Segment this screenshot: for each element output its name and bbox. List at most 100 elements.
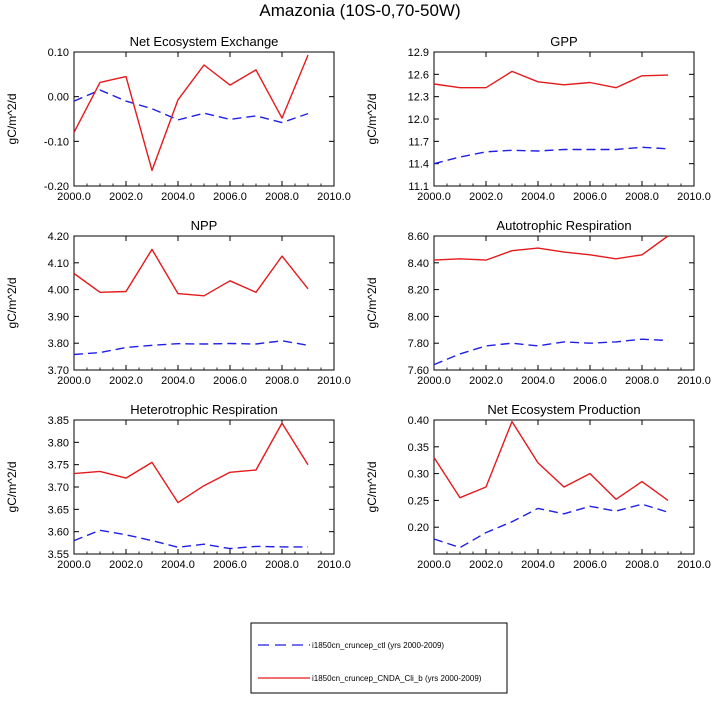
y-tick-label-gpp: 11.4 (408, 159, 429, 171)
y-tick-label-gpp: 12.3 (408, 92, 429, 104)
series-line-cnda-autotrophic-respiration (433, 235, 669, 261)
y-tick-label-net-ecosystem-exchange: 0.00 (48, 92, 69, 104)
y-tick-label-heterotrophic-respiration: 3.70 (48, 482, 69, 494)
y-tick-label-gpp: 12.9 (408, 47, 429, 59)
panel-heterotrophic-respiration: Heterotrophic Respiration gC/m^2/d 2000.0 2… (5, 402, 351, 571)
y-tick-label-net-ecosystem-production: 0.30 (408, 469, 429, 481)
y-tick-label-npp: 3.70 (48, 365, 69, 377)
y-tick-label-heterotrophic-respiration: 3.65 (48, 504, 69, 516)
y-tick-label-net-ecosystem-exchange: -0.20 (44, 181, 69, 193)
x-tick-label-gpp: 2006.0 (573, 191, 607, 203)
y-tick-label-heterotrophic-respiration: 3.55 (48, 549, 69, 561)
series-line-cnda-heterotrophic-respiration (73, 422, 309, 504)
x-tick-label-heterotrophic-respiration: 2000.0 (57, 559, 91, 571)
panel-title-autotrophic-respiration: Autotrophic Respiration (496, 218, 631, 233)
y-tick-label-npp: 3.80 (48, 338, 69, 350)
series-line-cnda-net-ecosystem-production (433, 420, 669, 501)
x-tick-label-net-ecosystem-exchange: 2008.0 (265, 191, 299, 203)
x-tick-label-net-ecosystem-production: 2004.0 (521, 559, 555, 571)
series-line-ctl-npp (73, 340, 309, 356)
legend-box (250, 622, 508, 694)
panel-title-gpp: GPP (550, 34, 577, 49)
series-line-ctl-net-ecosystem-exchange (73, 89, 309, 124)
y-tick-label-npp: 4.10 (48, 258, 69, 270)
x-tick-label-npp: 2010.0 (317, 375, 351, 387)
x-tick-label-net-ecosystem-exchange: 2006.0 (213, 191, 247, 203)
x-tick-label-npp: 2002.0 (109, 375, 143, 387)
y-tick-label-heterotrophic-respiration: 3.85 (48, 415, 69, 427)
y-tick-label-net-ecosystem-production: 0.40 (408, 415, 429, 427)
x-tick-label-net-ecosystem-exchange: 2002.0 (109, 191, 143, 203)
plot-frame-net-ecosystem-exchange (73, 51, 335, 187)
series-line-ctl-gpp (433, 146, 669, 165)
series-line-ctl-autotrophic-respiration (433, 338, 669, 366)
y-tick-label-net-ecosystem-exchange: -0.10 (44, 136, 69, 148)
legend-label-ctl: i1850cn_cruncep_ctl (yrs 2000-2009) (312, 641, 444, 650)
x-tick-label-gpp: 2000.0 (417, 191, 451, 203)
x-tick-label-autotrophic-respiration: 2004.0 (521, 375, 555, 387)
x-tick-label-heterotrophic-respiration: 2004.0 (161, 559, 195, 571)
x-tick-label-autotrophic-respiration: 2006.0 (573, 375, 607, 387)
x-tick-label-heterotrophic-respiration: 2006.0 (213, 559, 247, 571)
y-tick-label-autotrophic-respiration: 8.00 (408, 311, 429, 323)
x-tick-label-autotrophic-respiration: 2002.0 (469, 375, 503, 387)
x-tick-label-npp: 2000.0 (57, 375, 91, 387)
y-tick-label-net-ecosystem-production: 0.25 (408, 495, 429, 507)
y-tick-label-net-ecosystem-exchange: 0.10 (48, 47, 69, 59)
x-tick-label-net-ecosystem-exchange: 2010.0 (317, 191, 351, 203)
y-tick-label-gpp: 12.6 (408, 69, 429, 81)
panel-title-npp: NPP (191, 218, 218, 233)
x-tick-label-net-ecosystem-production: 2002.0 (469, 559, 503, 571)
panel-net-ecosystem-production: Net Ecosystem Production gC/m^2/d 2000.0 20… (365, 402, 711, 571)
x-tick-label-net-ecosystem-production: 2006.0 (573, 559, 607, 571)
panel-title-net-ecosystem-production: Net Ecosystem Production (487, 402, 640, 417)
x-tick-label-autotrophic-respiration: 2000.0 (417, 375, 451, 387)
y-axis-label-heterotrophic-respiration: gC/m^2/d (5, 462, 19, 513)
y-tick-label-autotrophic-respiration: 8.60 (408, 231, 429, 243)
plot-frame-npp (73, 235, 335, 371)
y-tick-label-heterotrophic-respiration: 3.80 (48, 437, 69, 449)
y-tick-label-npp: 3.90 (48, 311, 69, 323)
y-axis-label-net-ecosystem-production: gC/m^2/d (365, 462, 379, 513)
y-tick-label-net-ecosystem-production: 0.35 (408, 442, 429, 454)
y-tick-label-npp: 4.20 (48, 231, 69, 243)
x-tick-label-npp: 2008.0 (265, 375, 299, 387)
series-line-cnda-net-ecosystem-exchange (73, 54, 309, 172)
figure-title: Amazonia (10S-0,70-50W) (259, 1, 460, 20)
y-tick-label-gpp: 11.1 (408, 181, 429, 193)
legend-label-cnda: i1850cn_cruncep_CNDA_Cli_b (yrs 2000-200… (312, 674, 482, 683)
plot-frame-autotrophic-respiration (433, 235, 695, 371)
y-tick-label-autotrophic-respiration: 7.80 (408, 338, 429, 350)
x-tick-label-gpp: 2008.0 (625, 191, 659, 203)
y-tick-label-autotrophic-respiration: 8.20 (408, 285, 429, 297)
y-axis-label-autotrophic-respiration: gC/m^2/d (365, 278, 379, 329)
y-axis-label-npp: gC/m^2/d (5, 278, 19, 329)
series-line-ctl-net-ecosystem-production (433, 503, 669, 549)
x-tick-label-gpp: 2010.0 (677, 191, 711, 203)
y-tick-label-autotrophic-respiration: 7.60 (408, 365, 429, 377)
panels: Net Ecosystem Exchange gC/m^2/d 2000.0 2002… (5, 34, 711, 571)
x-tick-label-gpp: 2004.0 (521, 191, 555, 203)
panel-title-net-ecosystem-exchange: Net Ecosystem Exchange (130, 34, 279, 49)
y-axis-label-gpp: gC/m^2/d (365, 94, 379, 145)
legend: i1850cn_cruncep_ctl (yrs 2000-2009) i185… (250, 622, 508, 694)
x-tick-label-npp: 2006.0 (213, 375, 247, 387)
x-tick-label-autotrophic-respiration: 2008.0 (625, 375, 659, 387)
panel-autotrophic-respiration: Autotrophic Respiration gC/m^2/d 2000.0 200… (365, 218, 711, 387)
y-tick-label-npp: 4.00 (48, 285, 69, 297)
panel-net-ecosystem-exchange: Net Ecosystem Exchange gC/m^2/d 2000.0 2002… (5, 34, 351, 203)
x-tick-label-net-ecosystem-production: 2010.0 (677, 559, 711, 571)
series-line-ctl-heterotrophic-respiration (73, 529, 308, 550)
y-axis-label-net-ecosystem-exchange: gC/m^2/d (5, 94, 19, 145)
x-tick-label-heterotrophic-respiration: 2002.0 (109, 559, 143, 571)
plot-frame-heterotrophic-respiration (73, 419, 335, 555)
x-tick-label-autotrophic-respiration: 2010.0 (677, 375, 711, 387)
x-tick-label-net-ecosystem-production: 2008.0 (625, 559, 659, 571)
x-tick-label-npp: 2004.0 (161, 375, 195, 387)
y-tick-label-heterotrophic-respiration: 3.60 (48, 527, 69, 539)
plot-frame-gpp (433, 51, 695, 187)
panel-title-heterotrophic-respiration: Heterotrophic Respiration (130, 402, 277, 417)
y-tick-label-net-ecosystem-production: 0.20 (408, 522, 429, 534)
